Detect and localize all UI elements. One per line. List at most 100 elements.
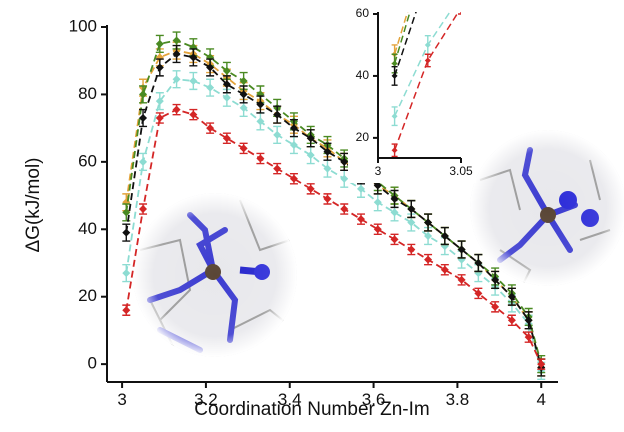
data-point: [122, 269, 131, 278]
data-point: [155, 39, 164, 48]
series-line: [125, 53, 543, 368]
data-point: [155, 114, 164, 123]
series-line: [393, 12, 411, 64]
data-point: [189, 110, 198, 119]
data-point: [189, 76, 198, 85]
data-point: [373, 198, 382, 207]
data-point: [390, 235, 399, 244]
y-tick-label: 60: [356, 6, 370, 20]
x-tick-label: 3.05: [449, 164, 473, 178]
data-point: [172, 36, 181, 45]
data-point: [139, 90, 148, 99]
x-tick-label: 3: [117, 390, 126, 409]
data-point: [424, 218, 433, 227]
x-axis-label: Coordination Number Zn-Im: [194, 399, 429, 420]
y-tick-label: 60: [78, 151, 97, 170]
y-tick-label: 20: [78, 286, 97, 305]
data-point: [474, 289, 483, 298]
y-tick-label: 0: [88, 354, 97, 373]
x-tick-label: 4: [536, 390, 545, 409]
data-point: [323, 164, 332, 173]
data-point: [139, 157, 148, 166]
data-point: [390, 208, 399, 217]
error-bar: [458, 12, 461, 15]
data-point: [340, 205, 349, 214]
data-point: [357, 184, 366, 193]
x-tick-label: 3.4: [278, 390, 302, 409]
main-plot: 0 20 40 60 80 100 3 3.2 3.4 3.6 3.8 4: [69, 16, 558, 409]
data-point: [306, 151, 315, 160]
data-point: [357, 215, 366, 224]
data-point: [424, 255, 433, 264]
data-point: [139, 114, 148, 123]
x-tick-label: 3.2: [194, 390, 218, 409]
y-tick-label: 20: [356, 130, 370, 144]
series-line: [393, 12, 409, 55]
data-point: [256, 117, 265, 126]
y-tick-label: 40: [78, 219, 97, 238]
data-point: [206, 83, 215, 92]
data-point: [139, 205, 148, 214]
data-point: [373, 225, 382, 234]
data-point: [524, 333, 533, 342]
data-point: [239, 76, 248, 85]
inset-plot: 20 40 60 3 3.05: [348, 4, 476, 183]
data-point: [537, 360, 546, 369]
data-point: [474, 258, 483, 267]
plot-area: [391, 12, 461, 158]
data-point: [457, 275, 466, 284]
y-tick-label: 80: [78, 84, 97, 103]
molecule-image: [133, 193, 297, 357]
data-point: [122, 208, 131, 217]
data-point: [491, 275, 500, 284]
data-point: [222, 93, 231, 102]
series-line: [393, 12, 460, 151]
y-tick-label: 100: [69, 16, 97, 35]
plot-area: [122, 31, 546, 381]
y-axis-label: ΔG(kJ/mol): [23, 157, 44, 252]
data-point: [256, 154, 265, 163]
data-point: [289, 174, 298, 183]
data-point: [424, 57, 431, 64]
data-point: [239, 103, 248, 112]
data-point: [256, 100, 265, 109]
data-point: [172, 49, 181, 58]
data-point: [172, 75, 181, 84]
data-point: [239, 90, 248, 99]
data-point: [391, 113, 398, 120]
data-point: [206, 63, 215, 72]
data-point: [273, 130, 282, 139]
data-point: [122, 228, 131, 237]
data-point: [407, 245, 416, 254]
data-point: [373, 181, 382, 190]
data-point: [391, 72, 398, 79]
data-point: [122, 306, 131, 315]
data-point: [222, 134, 231, 143]
data-point: [189, 53, 198, 62]
data-point: [273, 110, 282, 119]
data-point: [407, 218, 416, 227]
y-tick-label: 40: [356, 68, 370, 82]
data-point: [289, 140, 298, 149]
data-point: [440, 232, 449, 241]
data-point: [391, 147, 398, 154]
data-point: [407, 205, 416, 214]
x-tick-label: 3: [375, 164, 382, 178]
data-point: [440, 265, 449, 274]
data-point: [323, 147, 332, 156]
data-point: [222, 66, 231, 75]
data-point: [340, 174, 349, 183]
series-line: [393, 12, 417, 77]
data-point: [457, 245, 466, 254]
data-point: [391, 60, 398, 67]
data-point: [289, 124, 298, 133]
data-point: [507, 316, 516, 325]
data-point: [340, 157, 349, 166]
x-tick-label: 3.8: [446, 390, 470, 409]
inset-background: [348, 4, 476, 183]
data-point: [507, 292, 516, 301]
data-point: [273, 164, 282, 173]
data-point: [424, 41, 431, 48]
data-point: [239, 144, 248, 153]
